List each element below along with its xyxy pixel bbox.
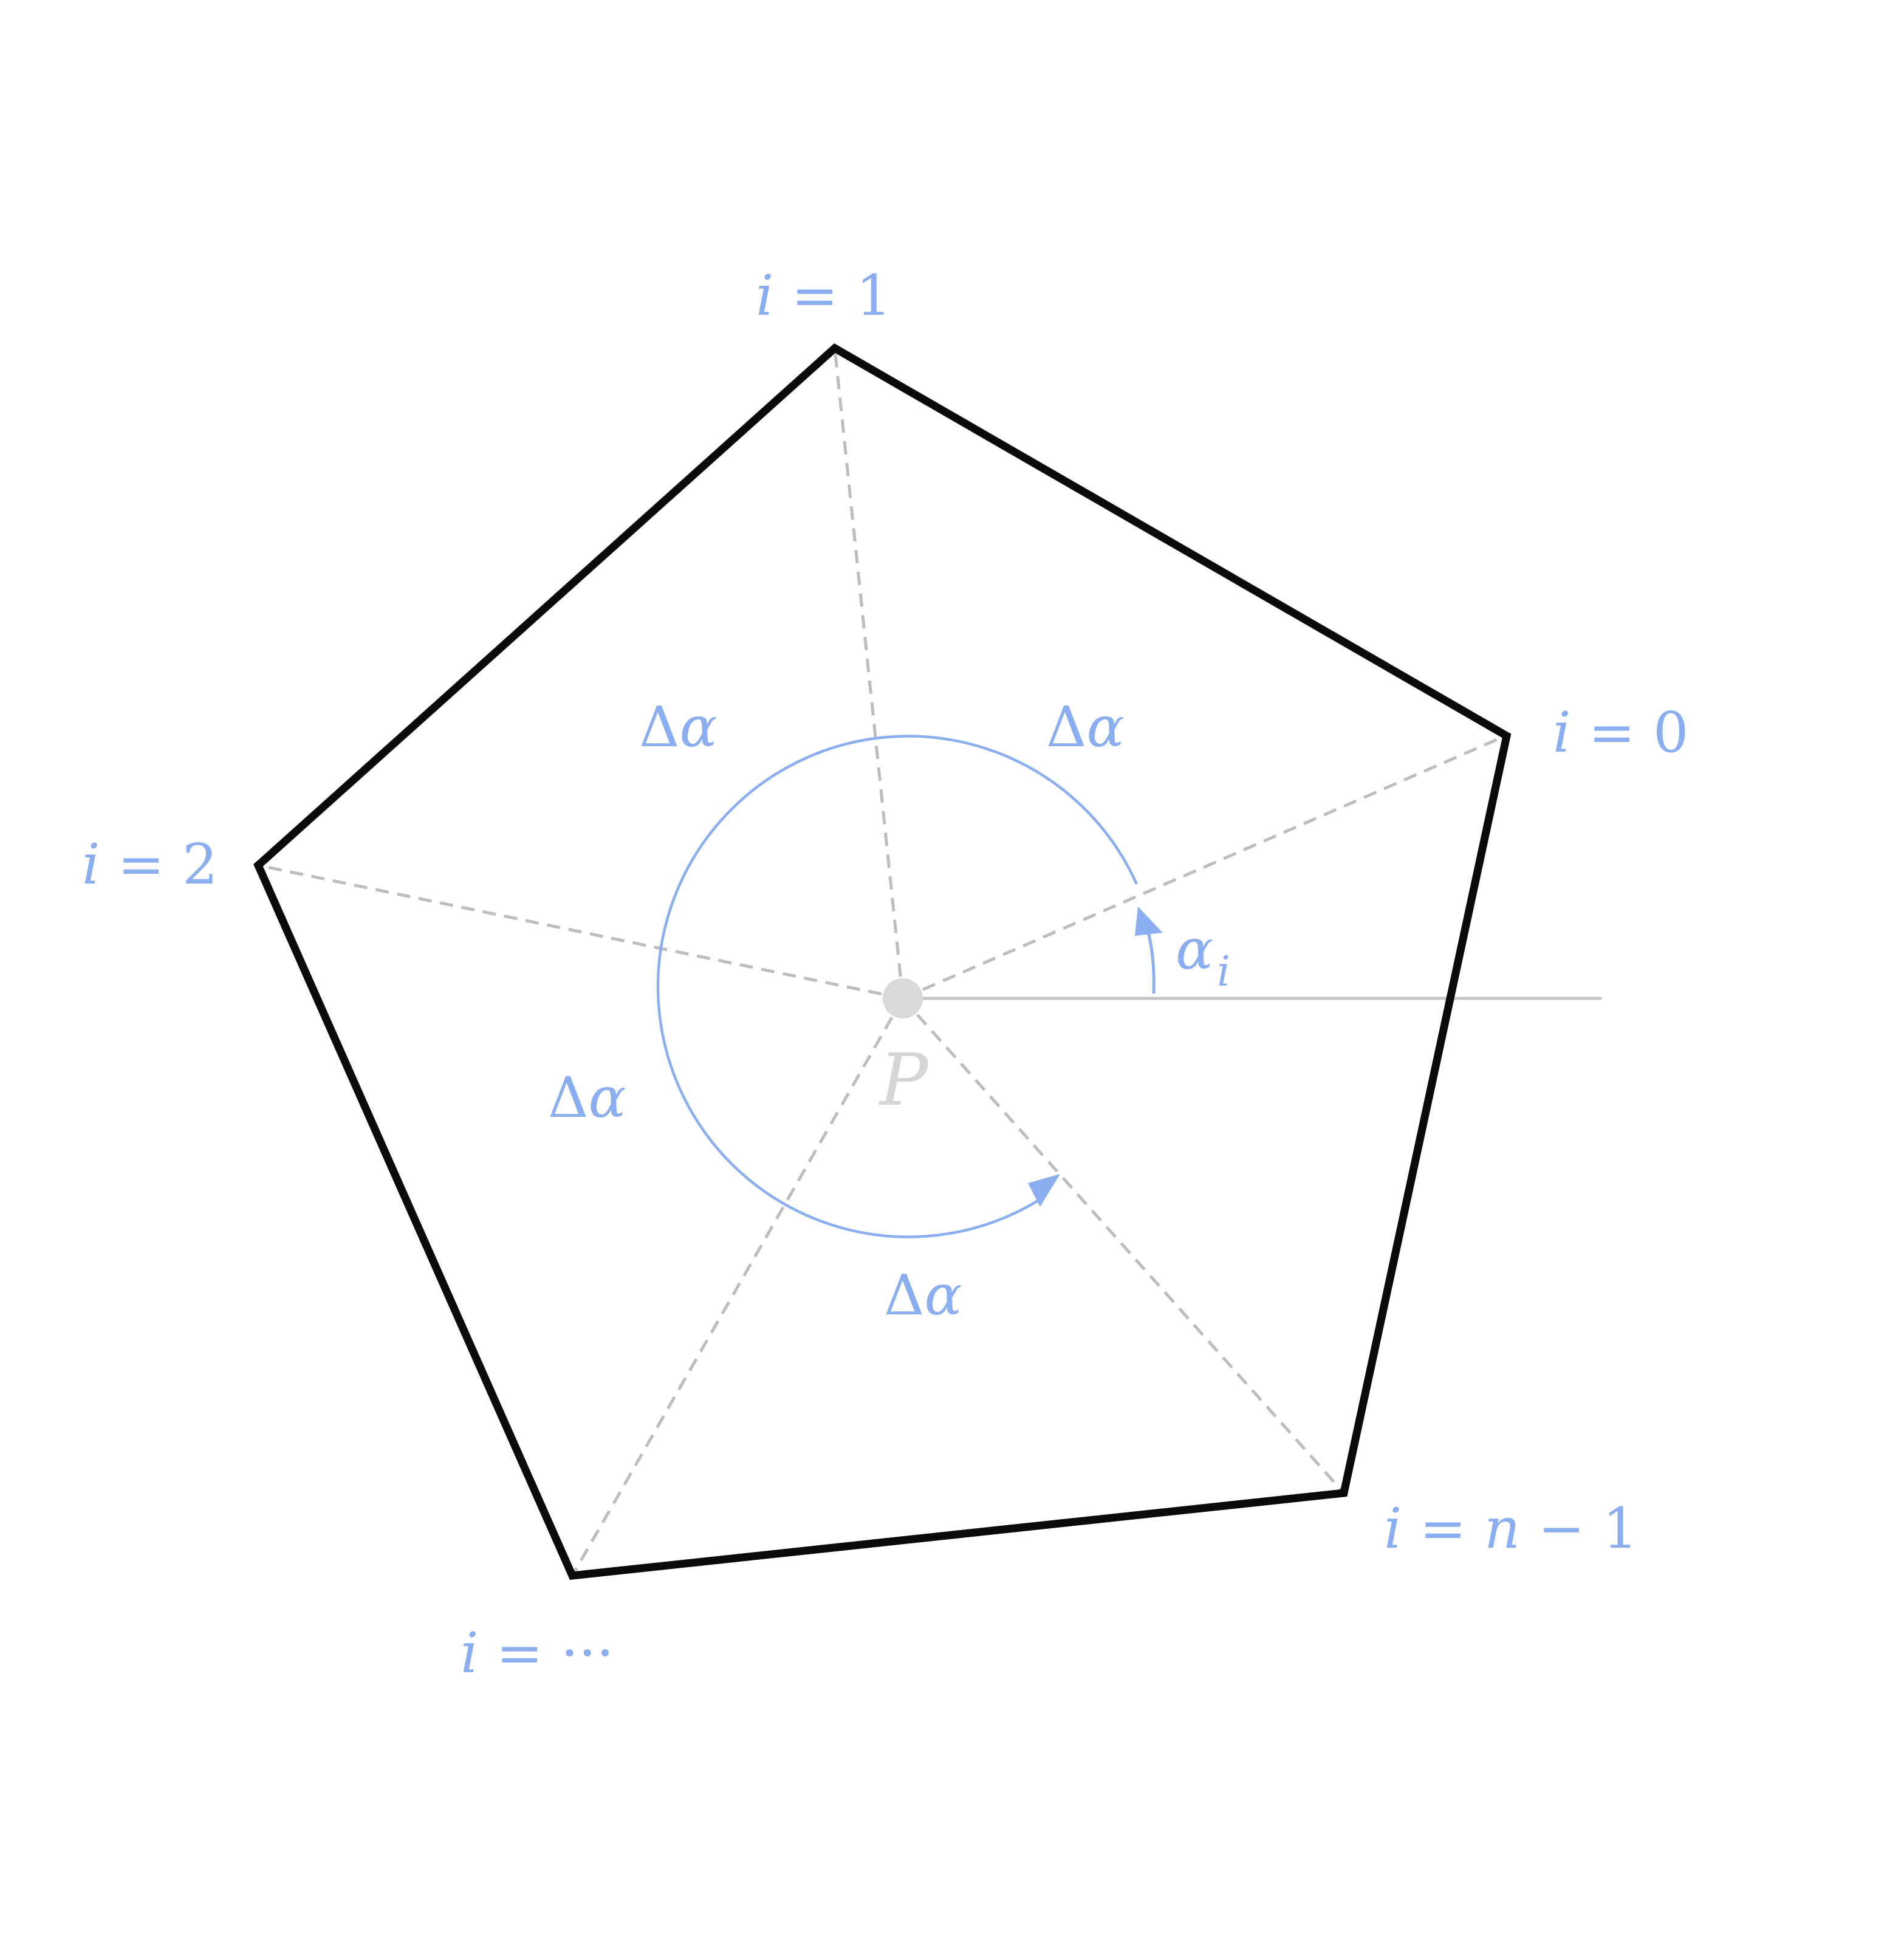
delta-alpha-label-bottom: Δα (884, 1263, 962, 1328)
vertex-label-1: i = 1 (756, 263, 892, 328)
center-point (883, 978, 923, 1018)
vertex-label-n-minus-1: i = n − 1 (1384, 1496, 1638, 1561)
center-label: P (878, 1038, 930, 1122)
spoke-vertex-2 (258, 863, 903, 1000)
alpha-angle-arrowhead (1135, 907, 1163, 936)
alpha-i-label: αi (1176, 917, 1230, 996)
pentagon-outline (253, 343, 1512, 1580)
spoke-vertex-n-minus-1 (902, 997, 1345, 1494)
vertex-label-2: i = 2 (82, 832, 218, 897)
alpha-angle-arc (1146, 929, 1156, 994)
sweep-arc-arrowhead (1028, 1174, 1060, 1207)
sweep-arc (656, 735, 1139, 1238)
spoke-vertex-ellipsis (570, 997, 905, 1577)
spoke-vertex-0 (902, 734, 1506, 1000)
vertex-label-ellipsis: i = ··· (461, 1621, 614, 1686)
delta-alpha-label-upper-right: Δα (1046, 695, 1125, 760)
delta-alpha-label-left: Δα (548, 1065, 626, 1130)
delta-alpha-label-upper-left: Δα (639, 695, 717, 760)
spoke-vertex-1 (833, 348, 905, 999)
vertex-label-0: i = 0 (1553, 700, 1689, 765)
